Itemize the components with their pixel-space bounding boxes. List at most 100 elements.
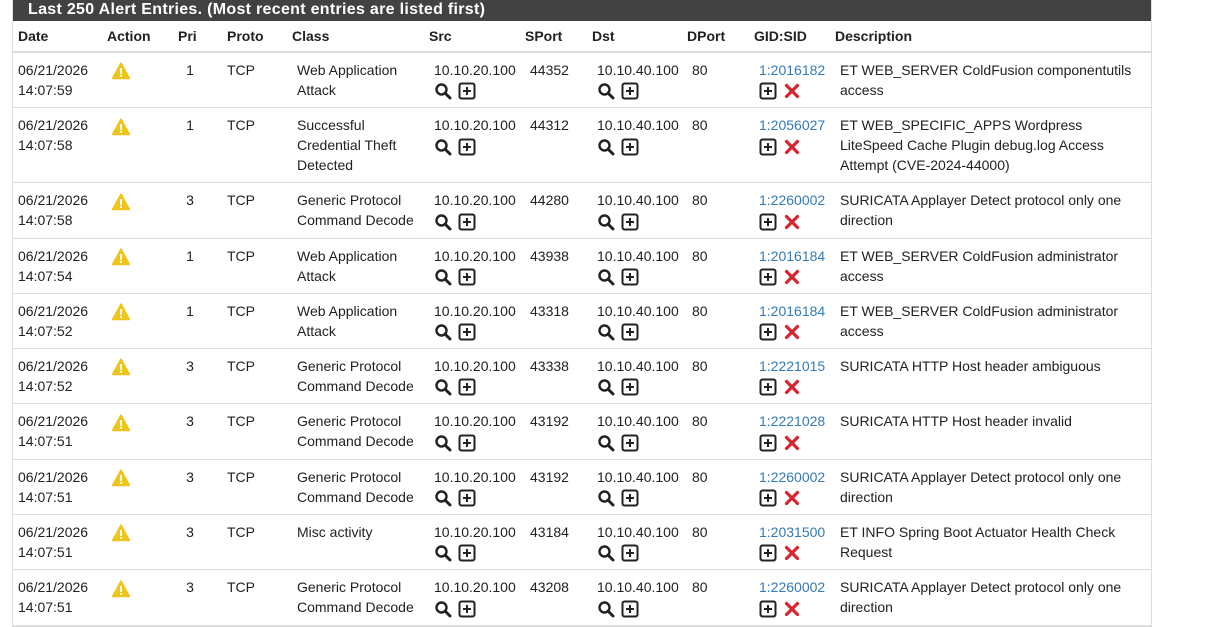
- source-ip: 10.10.20.100: [434, 62, 516, 78]
- lookup-icon[interactable]: [597, 434, 615, 452]
- destination-cell: 10.10.40.100: [587, 459, 682, 516]
- add-icon[interactable]: [458, 378, 476, 396]
- suppress-icon[interactable]: [783, 323, 801, 341]
- date: 06/21/2026: [18, 62, 89, 78]
- lookup-icon[interactable]: [434, 213, 452, 231]
- alert-icon[interactable]: [112, 414, 130, 432]
- date: 06/21/2026: [18, 302, 89, 319]
- suppress-icon[interactable]: [783, 434, 801, 452]
- add-icon[interactable]: [759, 323, 777, 341]
- suppress-icon[interactable]: [783, 82, 801, 100]
- add-icon[interactable]: [621, 323, 639, 341]
- add-icon[interactable]: [458, 268, 476, 286]
- source-actions: [434, 321, 515, 341]
- alert-icon[interactable]: [112, 469, 130, 487]
- lookup-icon[interactable]: [434, 268, 452, 286]
- add-icon[interactable]: [458, 213, 476, 231]
- priority: 3: [173, 182, 222, 239]
- lookup-icon[interactable]: [597, 268, 615, 286]
- add-icon[interactable]: [759, 213, 777, 231]
- add-icon[interactable]: [458, 489, 476, 507]
- lookup-icon[interactable]: [434, 378, 452, 396]
- rule-actions: [759, 542, 825, 562]
- alert-icon[interactable]: [112, 248, 130, 266]
- lookup-icon[interactable]: [434, 489, 452, 507]
- source-port: 44312: [520, 107, 587, 184]
- alert-row: 06/21/2026 14:07:58 3 TCP Generic Protocol C…: [13, 182, 1151, 239]
- add-icon[interactable]: [621, 213, 639, 231]
- source-cell: 10.10.20.100: [424, 182, 520, 239]
- gid-sid-link[interactable]: 1:2016184: [759, 302, 826, 319]
- destination-actions: [597, 80, 677, 100]
- gid-sid-cell: 1:2260002: [749, 459, 830, 516]
- lookup-icon[interactable]: [434, 82, 452, 100]
- destination-actions: [597, 487, 677, 507]
- add-icon[interactable]: [458, 434, 476, 452]
- lookup-icon[interactable]: [597, 138, 615, 156]
- alert-icon[interactable]: [112, 303, 130, 321]
- add-icon[interactable]: [759, 268, 777, 286]
- lookup-icon[interactable]: [597, 213, 615, 231]
- alert-icon[interactable]: [112, 62, 130, 80]
- gid-sid-wrap: 1:2016182: [759, 60, 825, 80]
- priority: 3: [173, 403, 222, 460]
- lookup-icon[interactable]: [597, 544, 615, 562]
- suppress-icon[interactable]: [783, 213, 801, 231]
- lookup-icon[interactable]: [597, 82, 615, 100]
- date-cell: 06/21/2026 14:07:51: [13, 514, 102, 571]
- gid-sid-link[interactable]: 1:2260002: [759, 468, 826, 485]
- lookup-icon[interactable]: [597, 378, 615, 396]
- add-icon[interactable]: [621, 268, 639, 286]
- gid-sid-link[interactable]: 1:2221015: [759, 358, 826, 375]
- add-icon[interactable]: [458, 138, 476, 156]
- add-icon[interactable]: [759, 434, 777, 452]
- gid-sid-wrap: 1:2260002: [759, 190, 825, 210]
- lookup-icon[interactable]: [597, 489, 615, 507]
- suppress-icon[interactable]: [783, 489, 801, 507]
- alert-icon[interactable]: [112, 579, 130, 598]
- alert-icon[interactable]: [112, 117, 130, 136]
- gid-sid-link[interactable]: 1:2260002: [759, 192, 826, 209]
- add-icon[interactable]: [458, 544, 476, 562]
- gid-sid-link[interactable]: 1:2016184: [759, 247, 826, 264]
- add-icon[interactable]: [759, 544, 777, 562]
- alert-icon[interactable]: [112, 358, 130, 376]
- classification: Generic Protocol Command Decode: [287, 569, 424, 626]
- add-icon[interactable]: [621, 489, 639, 507]
- lookup-icon[interactable]: [597, 323, 615, 341]
- add-icon[interactable]: [621, 434, 639, 452]
- protocol: TCP: [222, 182, 287, 239]
- add-icon[interactable]: [458, 82, 476, 100]
- suppress-icon[interactable]: [783, 138, 801, 156]
- gid-sid-wrap: 1:2221028: [759, 411, 825, 431]
- date: 06/21/2026: [18, 358, 89, 375]
- lookup-icon[interactable]: [434, 434, 452, 452]
- lookup-icon[interactable]: [434, 544, 452, 562]
- destination-cell: 10.10.40.100: [587, 514, 682, 571]
- add-icon[interactable]: [759, 138, 777, 156]
- alert-icon[interactable]: [112, 192, 130, 211]
- alert-icon[interactable]: [112, 524, 130, 542]
- suppress-icon[interactable]: [783, 378, 801, 396]
- add-icon[interactable]: [458, 323, 476, 341]
- add-icon[interactable]: [621, 378, 639, 396]
- add-icon[interactable]: [759, 82, 777, 100]
- add-icon[interactable]: [759, 489, 777, 507]
- gid-sid-link[interactable]: 1:2016182: [759, 62, 826, 78]
- gid-sid-link[interactable]: 1:2031500: [759, 524, 826, 541]
- suppress-icon[interactable]: [783, 268, 801, 286]
- description: ET WEB_SERVER ColdFusion administrator a…: [830, 293, 1151, 350]
- add-icon[interactable]: [621, 138, 639, 156]
- gid-sid-link[interactable]: 1:2056027: [759, 117, 826, 134]
- gid-sid-link[interactable]: 1:2221028: [759, 413, 826, 430]
- gid-sid-link[interactable]: 1:2260002: [759, 579, 826, 596]
- time: 14:07:54: [18, 267, 73, 284]
- add-icon[interactable]: [621, 544, 639, 562]
- lookup-icon[interactable]: [434, 138, 452, 156]
- header-row: Date Action Pri Proto Class Src SPort Dst DPort G…: [13, 21, 1151, 53]
- suppress-icon[interactable]: [783, 544, 801, 562]
- add-icon[interactable]: [759, 378, 777, 396]
- lookup-icon[interactable]: [434, 323, 452, 341]
- destination-ip: 10.10.40.100: [597, 117, 679, 134]
- add-icon[interactable]: [621, 82, 639, 100]
